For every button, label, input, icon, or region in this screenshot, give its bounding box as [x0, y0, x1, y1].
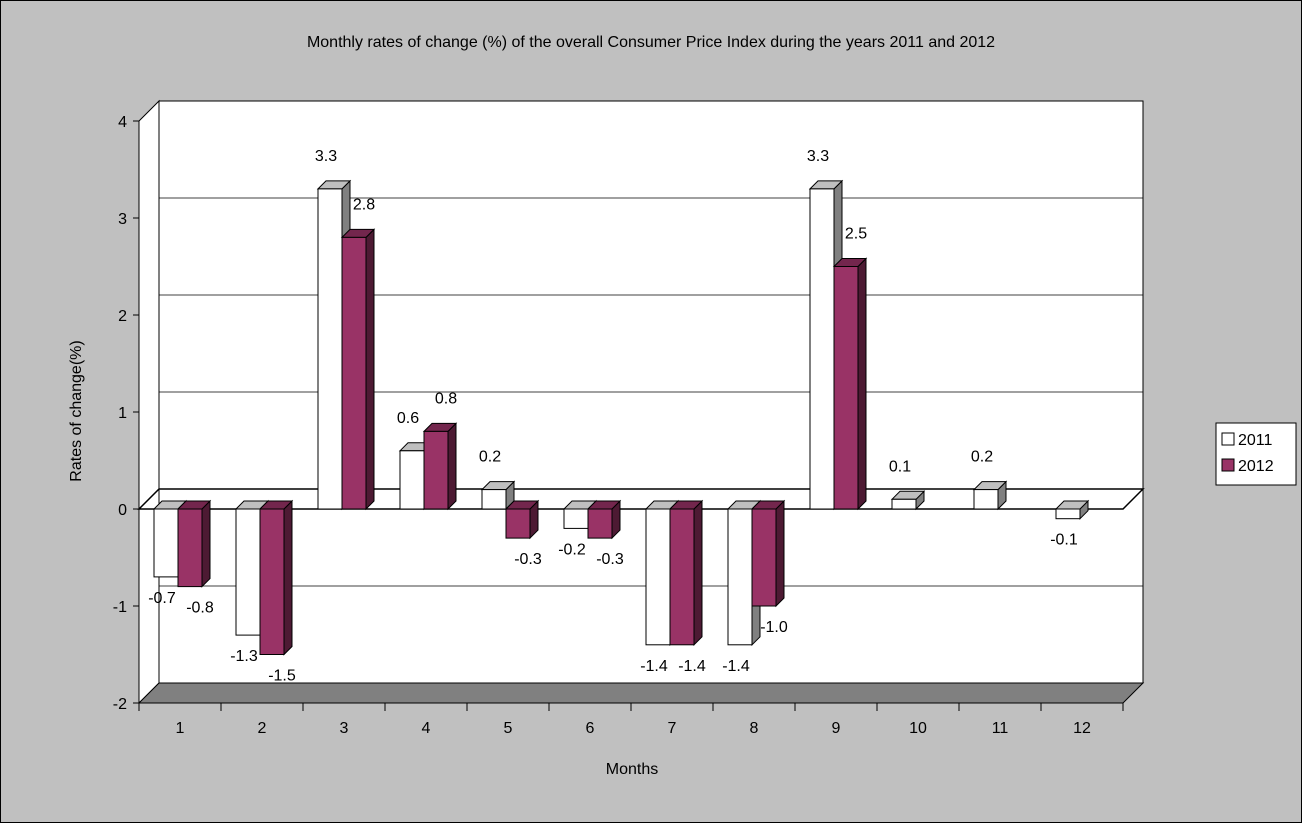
bar-2012-3 — [341, 236, 367, 510]
data-label-2011-12: -0.1 — [1050, 532, 1078, 549]
chart-title: Monthly rates of change (%) of the overa… — [307, 34, 995, 51]
bars — [152, 179, 1090, 656]
data-label-2011-9: 3.3 — [807, 148, 829, 165]
bar-2011-4 — [399, 450, 425, 510]
bar-2011-5 — [481, 489, 507, 510]
data-label-2012-7: -1.4 — [678, 658, 706, 675]
data-label-2011-2: -1.3 — [230, 648, 258, 665]
bar-2011-3 — [317, 188, 343, 510]
y-tick-label: 0 — [118, 502, 127, 519]
data-label-2011-8: -1.4 — [722, 658, 750, 675]
bar-2011-6 — [563, 508, 589, 529]
bar-2012-8 — [751, 508, 777, 607]
x-tick-label: 1 — [176, 720, 185, 737]
bar-side-2012-1 — [201, 499, 211, 588]
bar-2012-7 — [669, 508, 695, 646]
x-tick-label: 5 — [504, 720, 513, 737]
legend-swatch-2011 — [1221, 432, 1235, 446]
data-label-2012-3: 2.8 — [353, 196, 375, 213]
bar-2011-12 — [1055, 508, 1081, 520]
data-label-2011-10: 0.1 — [889, 458, 911, 475]
x-tick-label: 7 — [668, 720, 677, 737]
data-label-2012-4: 0.8 — [435, 390, 457, 407]
bar-side-2012-4 — [447, 422, 457, 511]
x-tick-label: 3 — [340, 720, 349, 737]
y-axis-label: Rates of change(%) — [68, 340, 85, 481]
data-label-2011-3: 3.3 — [315, 148, 337, 165]
data-labels: -0.7 -1.3 3.3 0.6 0.2 -0.2 -1.4 -1.4 3.3 0.1 0.2 -0… — [148, 148, 1078, 685]
bar-2011-11 — [973, 489, 999, 510]
data-label-2011-7: -1.4 — [640, 658, 668, 675]
data-label-2012-5: -0.3 — [514, 551, 542, 568]
x-tick-label: 6 — [586, 720, 595, 737]
x-tick-label: 8 — [750, 720, 759, 737]
data-label-2012-2: -1.5 — [268, 668, 296, 685]
y-tick-label: 1 — [118, 405, 127, 422]
legend-swatch-2012 — [1221, 458, 1235, 472]
data-label-2012-6: -0.3 — [596, 551, 624, 568]
bar-2012-1 — [177, 508, 203, 588]
bar-side-2012-8 — [775, 499, 785, 608]
bar-side-2012-2 — [283, 499, 293, 656]
bar-2011-8 — [727, 508, 753, 646]
legend-label-2011: 2011 — [1238, 432, 1273, 449]
data-label-2012-8: -1.0 — [760, 619, 788, 636]
x-tick-label: 4 — [422, 720, 431, 737]
chart-floor — [137, 682, 1145, 704]
bar-2011-1 — [153, 508, 179, 578]
x-tick-label: 2 — [258, 720, 267, 737]
x-tick-label: 10 — [909, 720, 927, 737]
data-label-2011-6: -0.2 — [558, 541, 586, 558]
x-tick-label: 9 — [832, 720, 841, 737]
data-label-2012-1: -0.8 — [186, 600, 214, 617]
bar-2011-2 — [235, 508, 261, 636]
y-tick-label: -2 — [113, 696, 127, 713]
bar-2011-10 — [891, 498, 917, 510]
bar-2012-6 — [587, 508, 613, 539]
side-wall-panel — [138, 99, 160, 705]
zero-plane — [137, 488, 1145, 510]
x-tick-label: 12 — [1073, 720, 1091, 737]
legend-label-2012: 2012 — [1238, 458, 1274, 475]
bar-2012-2 — [259, 508, 285, 655]
bar-2012-5 — [505, 508, 531, 539]
x-tick-label: 11 — [992, 720, 1009, 737]
bar-2012-9 — [833, 266, 859, 510]
bar-side-2012-7 — [693, 499, 703, 647]
data-label-2011-1: -0.7 — [148, 590, 176, 607]
data-label-2012-9: 2.5 — [845, 226, 867, 243]
y-tick-label: 2 — [118, 308, 127, 325]
bar-2012-4 — [423, 430, 449, 510]
y-tick-label: 4 — [118, 114, 127, 131]
legend: 2011 2012 — [1215, 422, 1297, 486]
bar-2011-7 — [645, 508, 671, 646]
data-label-2011-5: 0.2 — [479, 449, 501, 466]
y-tick-label: 3 — [118, 211, 127, 228]
data-label-2011-4: 0.6 — [397, 410, 419, 427]
bar-2011-9 — [809, 188, 835, 510]
x-axis-label: Months — [606, 761, 658, 778]
floor-panel — [137, 682, 1145, 704]
bar-side-2012-3 — [365, 228, 375, 511]
data-label-2011-11: 0.2 — [971, 449, 993, 466]
y-tick-label: -1 — [113, 599, 127, 616]
bar-side-2012-9 — [857, 257, 867, 511]
